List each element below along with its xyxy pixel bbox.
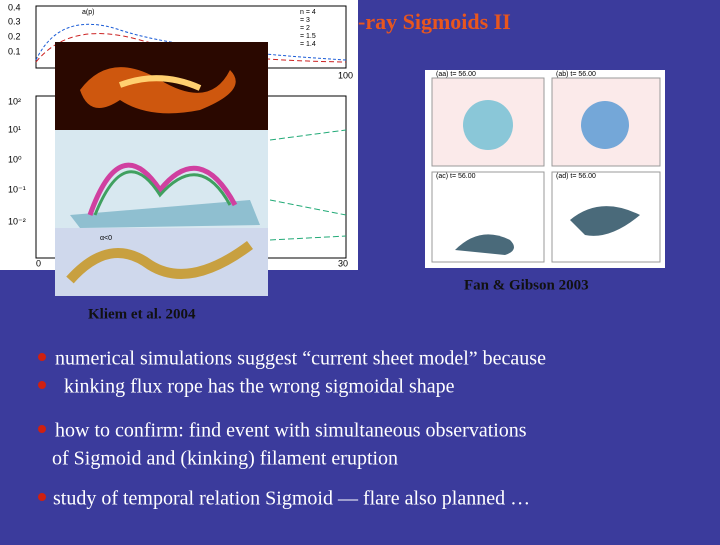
legend-entry: = 1.5 [300,33,316,40]
kink-shape [66,240,253,284]
tick-label: 10² [8,96,21,106]
inset-label: α<0 [100,235,112,242]
legend-entry: n = 4 [300,9,316,16]
legend-entry: = 2 [300,25,310,32]
field-lines [581,101,629,149]
surface [570,206,640,236]
bullet-text: how to confirm: find event with simultan… [55,420,527,442]
figure-caption: Fan & Gibson 2003 [464,277,589,293]
bullet-text: kinking flux rope has the wrong sigmoida… [64,376,455,398]
panel-label: (ad) t= 56.00 [556,173,596,180]
tick-label: 0.4 [8,2,21,12]
tick-label: 30 [338,258,348,268]
bullet-list: numerical simulations suggest “current s… [38,348,546,510]
surface [455,234,514,255]
panel-label: (ac) t= 56.00 [436,173,476,180]
sigmoid-shape [80,67,236,114]
bullet-text: of Sigmoid and (kinking) filament erupti… [52,448,398,470]
plot-curve [35,23,347,61]
tick-label: 0.3 [8,16,21,26]
plot-curve [269,129,347,241]
tick-label: 10⁻² [8,216,26,226]
panel-label: (aa) t= 56.00 [436,71,476,78]
legend-entry: = 1.4 [300,41,316,48]
flux-rope-base [70,200,260,228]
flux-rope [93,170,232,216]
bullet-marker [38,353,46,361]
legend: n = 4 = 3 = 2 = 1.5 = 1.4 [300,9,316,48]
plot-label: a(p) [82,9,94,16]
bullet-marker [38,493,46,501]
tick-label: 0.1 [8,46,21,56]
tick-label: 10⁻¹ [8,184,26,194]
figure-caption: Kliem et al. 2004 [88,306,196,322]
tick-label: 10¹ [8,124,21,134]
tick-label: 10⁰ [8,154,22,164]
flux-rope [87,162,238,216]
bullet-marker [38,425,46,433]
bullet-text: study of temporal relation Sigmoid — fla… [53,488,530,510]
bullet-text: numerical simulations suggest “current s… [55,348,546,370]
tick-label: 0.2 [8,31,21,41]
tick-label: 0 [36,258,41,268]
bullet-marker [38,381,46,389]
legend-entry: = 3 [300,17,310,24]
tick-label: 100 [338,70,353,80]
slide-title: -ray Sigmoids II [358,9,511,34]
sigmoid-shape [118,75,202,91]
field-lines [463,100,513,150]
panel-label: (ab) t= 56.00 [556,71,596,78]
panel [551,171,661,263]
